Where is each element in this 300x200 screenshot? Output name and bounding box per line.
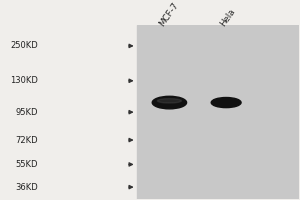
Ellipse shape (158, 99, 182, 103)
Text: 36KD: 36KD (15, 183, 38, 192)
Ellipse shape (152, 96, 187, 109)
Text: 55KD: 55KD (16, 160, 38, 169)
Text: 130KD: 130KD (10, 76, 38, 85)
Ellipse shape (211, 98, 241, 108)
Bar (136, 25, 299, 199)
Text: 95KD: 95KD (16, 108, 38, 117)
Text: 250KD: 250KD (10, 41, 38, 50)
Text: Hela: Hela (219, 7, 237, 28)
Text: MCF-7: MCF-7 (158, 1, 180, 28)
Text: 72KD: 72KD (15, 136, 38, 145)
